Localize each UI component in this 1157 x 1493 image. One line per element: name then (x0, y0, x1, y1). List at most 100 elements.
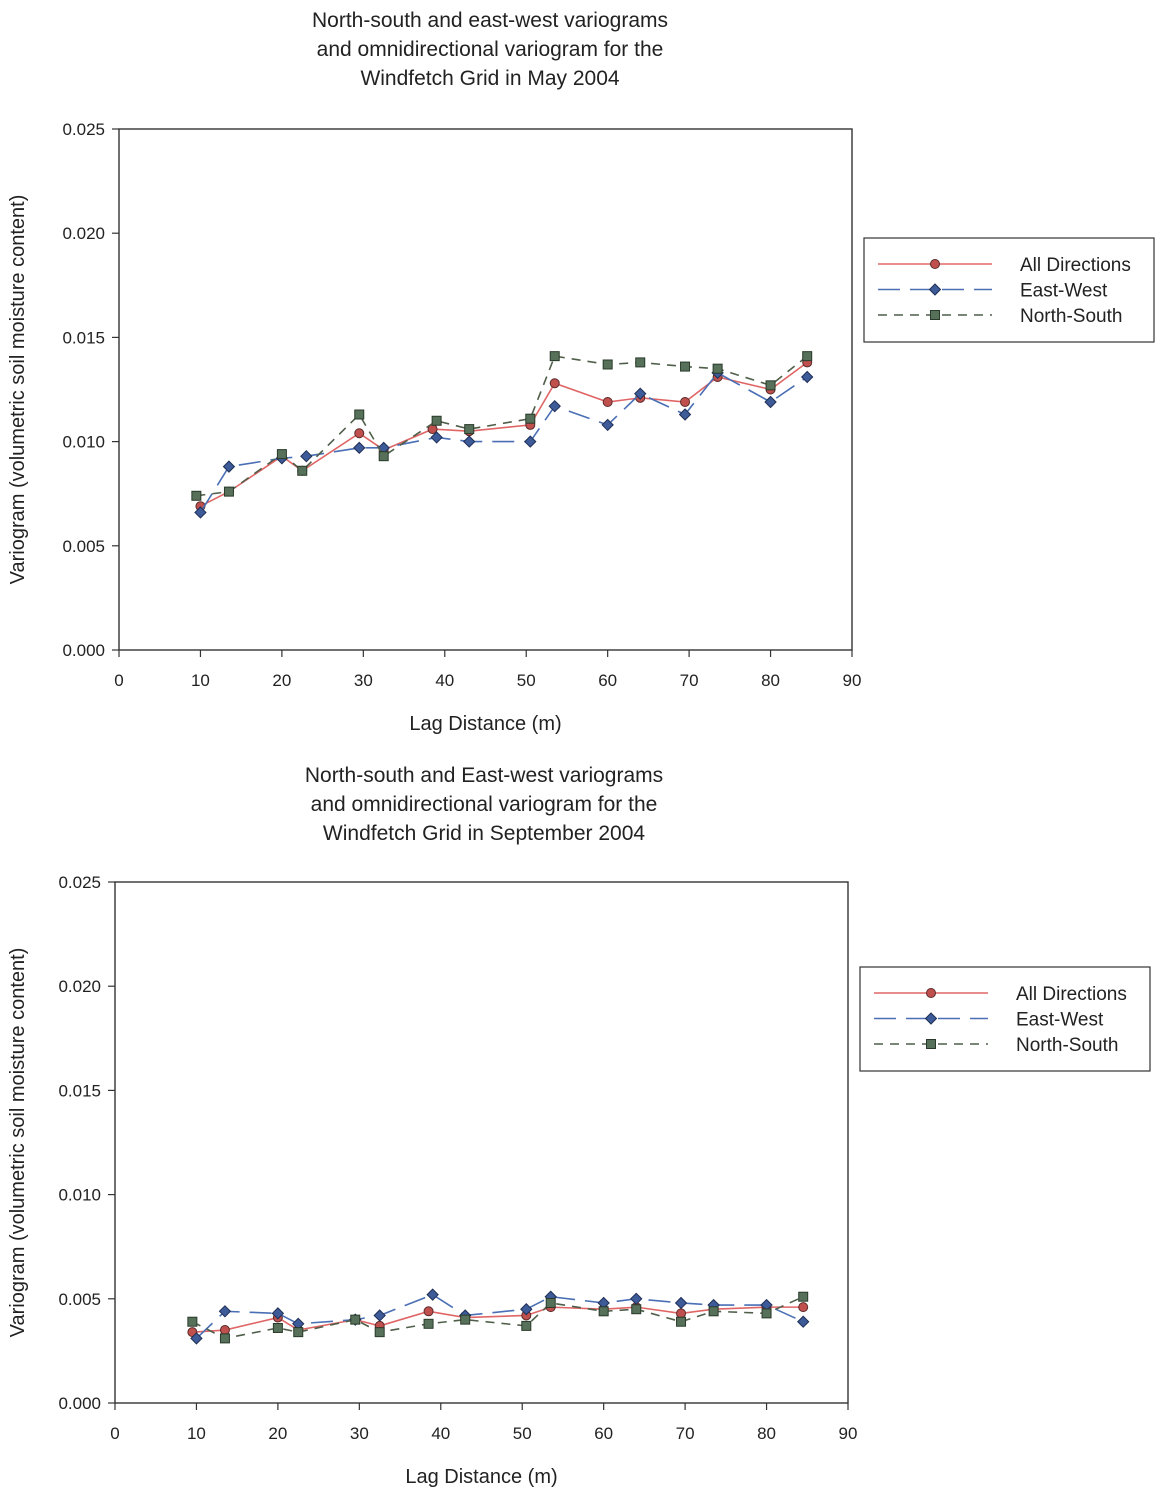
chart-1-data-point (223, 486, 234, 497)
chart-1-legend-label: North-South (1020, 306, 1122, 327)
chart-1-data-point (354, 428, 365, 439)
chart-1-x-tick-label: 60 (598, 671, 617, 690)
chart-2-x-tick-label: 90 (839, 1424, 858, 1443)
chart-1: North-south and east-west variograms and … (7, 9, 1155, 735)
chart-2-y-tick-label: 0.005 (58, 1290, 101, 1309)
chart-1-x-tick-label: 0 (114, 671, 123, 690)
chart-1-data-point (765, 380, 776, 391)
chart-2-data-point (423, 1306, 434, 1317)
chart-1-series-line (200, 361, 808, 507)
chart-2-data-point (798, 1302, 809, 1313)
chart-2-x-axis-label: Lag Distance (m) (405, 1466, 557, 1488)
chart-2-y-tick-label: 0.025 (58, 873, 101, 892)
chart-1-data-point (276, 449, 287, 460)
chart-1-y-tick-label: 0.020 (62, 224, 105, 243)
chart-1-data-point (548, 399, 561, 413)
chart-1-data-point (354, 409, 365, 420)
chart-2-data-point (674, 1296, 688, 1310)
chart-2-plot-frame (114, 881, 849, 1404)
chart-1-legend: All Directions East-West North-South (863, 237, 1155, 343)
chart-1-data-point (549, 378, 560, 389)
chart-1-y-tick-label: 0.025 (62, 120, 105, 139)
chart-1-plot-frame (118, 128, 853, 651)
chart-2-x-tick-label: 40 (431, 1424, 450, 1443)
chart-1-data-point (680, 397, 691, 408)
chart-2-y-axis-label: Variogram (volumetric soil moisture cont… (7, 948, 29, 1338)
chart-2-series-line (195, 1293, 804, 1339)
chart-2-x-tick-label: 10 (187, 1424, 206, 1443)
chart-2-y-tick-label: 0.000 (58, 1394, 101, 1413)
chart-1-x-tick-label: 20 (272, 671, 291, 690)
chart-1-data-point (222, 460, 236, 473)
chart-2-data-point (676, 1316, 687, 1327)
chart-1-data-point (602, 359, 613, 370)
chart-2-data-point (219, 1333, 230, 1344)
chart-1-data-point (353, 441, 366, 455)
chart-1-y-tick-label: 0.000 (62, 641, 105, 660)
chart-1-x-tick-label: 10 (191, 671, 210, 690)
chart-1-data-point (430, 431, 443, 444)
chart-1-data-point (635, 357, 646, 368)
chart-2-data-point (521, 1320, 532, 1331)
chart-1-x-tick-label: 70 (680, 671, 699, 690)
chart-2-data-point (798, 1291, 809, 1302)
chart-1-data-point (678, 408, 692, 421)
chart-2-data-point (796, 1315, 810, 1328)
chart-1-title-line-2: and omnidirectional variogram for the (317, 38, 664, 61)
chart-1-legend-swatch-marker (930, 310, 940, 320)
chart-2-data-point (631, 1304, 642, 1315)
chart-2-data-point (187, 1316, 198, 1327)
chart-2-data-point (520, 1303, 533, 1316)
chart-1-data-point (431, 415, 442, 426)
chart-2-x-tick-label: 60 (594, 1424, 613, 1443)
chart-1-y-axis-label: Variogram (volumetric soil moisture cont… (7, 195, 29, 585)
chart-2-data-point (460, 1314, 471, 1325)
chart-1-data-point (300, 449, 313, 463)
chart-2-legend-label: East-West (1016, 1010, 1104, 1031)
chart-1-data-point (524, 435, 537, 448)
chart-2-data-point (545, 1297, 556, 1308)
chart-2-series-line (192, 1295, 804, 1340)
chart-1-data-point (463, 435, 476, 448)
chart-2-data-point (272, 1322, 283, 1333)
chart-2-data-point (350, 1314, 361, 1325)
chart-1-x-tick-label: 30 (354, 671, 373, 690)
chart-2-title-line-1: North-south and East-west variograms (305, 764, 663, 787)
chart-1-series-line (199, 371, 808, 513)
chart-2: North-south and East-west variograms and … (7, 764, 1151, 1488)
chart-1-y-tick-label: 0.005 (62, 537, 105, 556)
chart-1-data-point (194, 506, 207, 519)
chart-2-x-tick-label: 20 (268, 1424, 287, 1443)
chart-2-y-tick-label: 0.010 (58, 1186, 101, 1205)
chart-1-title-line-1: North-south and east-west variograms (312, 9, 668, 32)
chart-1-legend-swatch-marker (928, 283, 942, 296)
chart-2-x-tick-label: 30 (350, 1424, 369, 1443)
chart-1-data-point (800, 370, 814, 384)
chart-2-data-point (423, 1318, 434, 1329)
chart-1-data-point (634, 387, 647, 400)
chart-1-data-point (549, 351, 560, 362)
chart-2-data-point (426, 1288, 439, 1301)
chart-1-x-tick-label: 80 (761, 671, 780, 690)
chart-1-x-tick-label: 90 (843, 671, 862, 690)
chart-2-data-point (219, 1325, 230, 1336)
chart-2-legend-label: All Directions (1016, 984, 1127, 1005)
chart-1-title-line-3: Windfetch Grid in May 2004 (360, 67, 619, 90)
chart-1-x-tick-label: 40 (435, 671, 454, 690)
chart-2-x-tick-label: 80 (757, 1424, 776, 1443)
chart-2-title-line-2: and omnidirectional variogram for the (311, 793, 658, 816)
chart-1-series-line (196, 355, 808, 497)
chart-2-series-line (192, 1306, 804, 1333)
chart-2-legend-swatch-marker (926, 1039, 936, 1049)
chart-1-data-point (602, 397, 613, 408)
chart-1-data-point (525, 413, 536, 424)
chart-1-y-tick-label: 0.015 (62, 328, 105, 347)
chart-1-data-point (464, 424, 475, 435)
chart-2-legend-swatch-marker (924, 1012, 938, 1025)
chart-2-data-point (676, 1308, 687, 1319)
chart-2-y-tick-label: 0.020 (58, 977, 101, 996)
chart-2-data-point (218, 1305, 232, 1318)
chart-1-series-1 (195, 357, 813, 512)
chart-2-data-point (190, 1332, 203, 1345)
